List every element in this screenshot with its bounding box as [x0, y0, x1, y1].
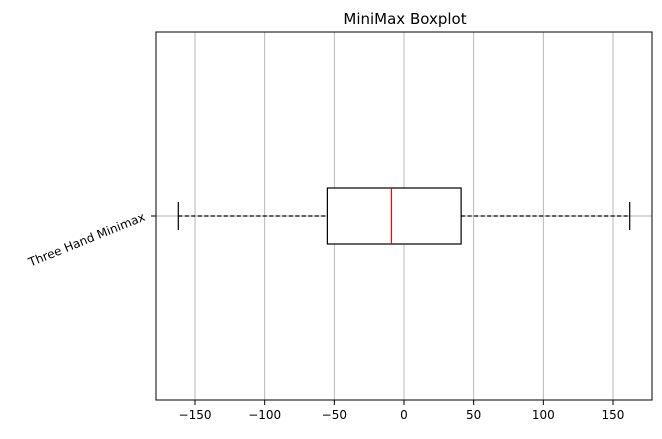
- y-tick-label: Three Hand Minimax: [26, 210, 147, 270]
- x-tick-label: 100: [532, 408, 555, 422]
- chart-title: MiniMax Boxplot: [343, 10, 466, 28]
- boxplot-elements: [177, 187, 631, 245]
- x-tick-label: −150: [179, 408, 212, 422]
- x-axis-ticks: −150 −100 −50 0 50 100 150: [179, 400, 625, 422]
- x-tick-label: −50: [322, 408, 347, 422]
- x-tick-label: 50: [466, 408, 481, 422]
- x-tick-label: 0: [400, 408, 408, 422]
- interquartile-box: [326, 187, 462, 245]
- x-tick-label: 150: [602, 408, 625, 422]
- y-axis-ticks: Three Hand Minimax: [26, 210, 156, 270]
- x-tick-label: −100: [248, 408, 281, 422]
